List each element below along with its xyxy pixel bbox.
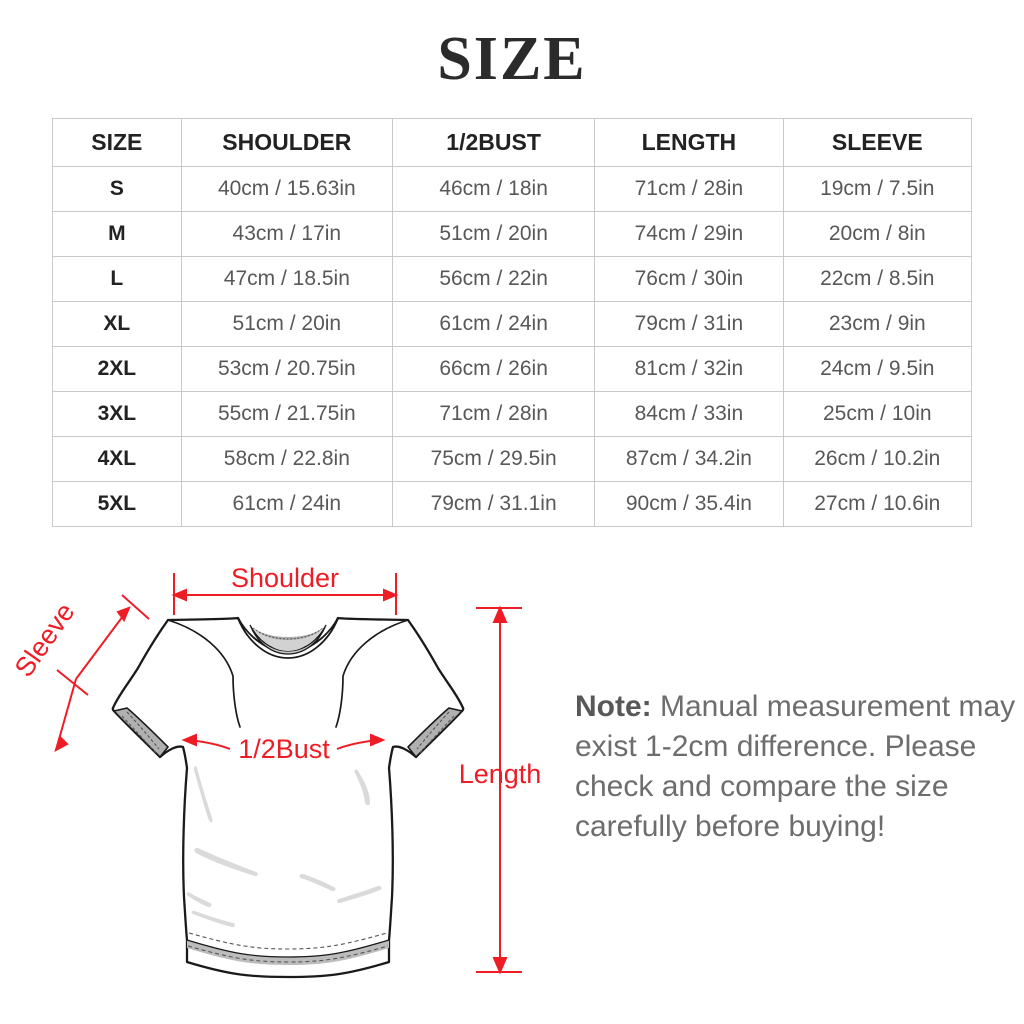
svg-text:Length: Length bbox=[459, 759, 542, 789]
svg-text:Shoulder: Shoulder bbox=[231, 563, 339, 593]
svg-text:exist 1-2cm difference. Please: exist 1-2cm difference. Please bbox=[575, 730, 976, 763]
svg-text:Sleeve: Sleeve bbox=[9, 597, 81, 682]
svg-text:Note: Manual measurement may: Note: Manual measurement may bbox=[575, 690, 1015, 723]
svg-text:carefully before buying!: carefully before buying! bbox=[575, 810, 885, 843]
svg-text:check and compare the size: check and compare the size bbox=[575, 770, 949, 803]
svg-text:1/2Bust: 1/2Bust bbox=[238, 734, 330, 764]
